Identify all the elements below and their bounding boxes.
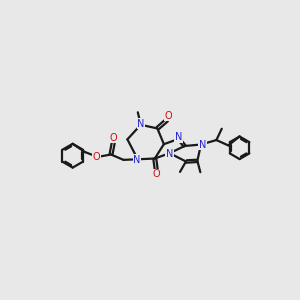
Text: O: O <box>110 133 117 143</box>
Text: N: N <box>133 155 140 165</box>
Text: O: O <box>152 169 160 179</box>
Text: N: N <box>137 119 145 129</box>
Text: O: O <box>93 152 100 162</box>
Text: N: N <box>166 149 173 159</box>
Text: O: O <box>164 111 172 121</box>
Text: N: N <box>199 140 206 149</box>
Text: N: N <box>175 132 182 142</box>
